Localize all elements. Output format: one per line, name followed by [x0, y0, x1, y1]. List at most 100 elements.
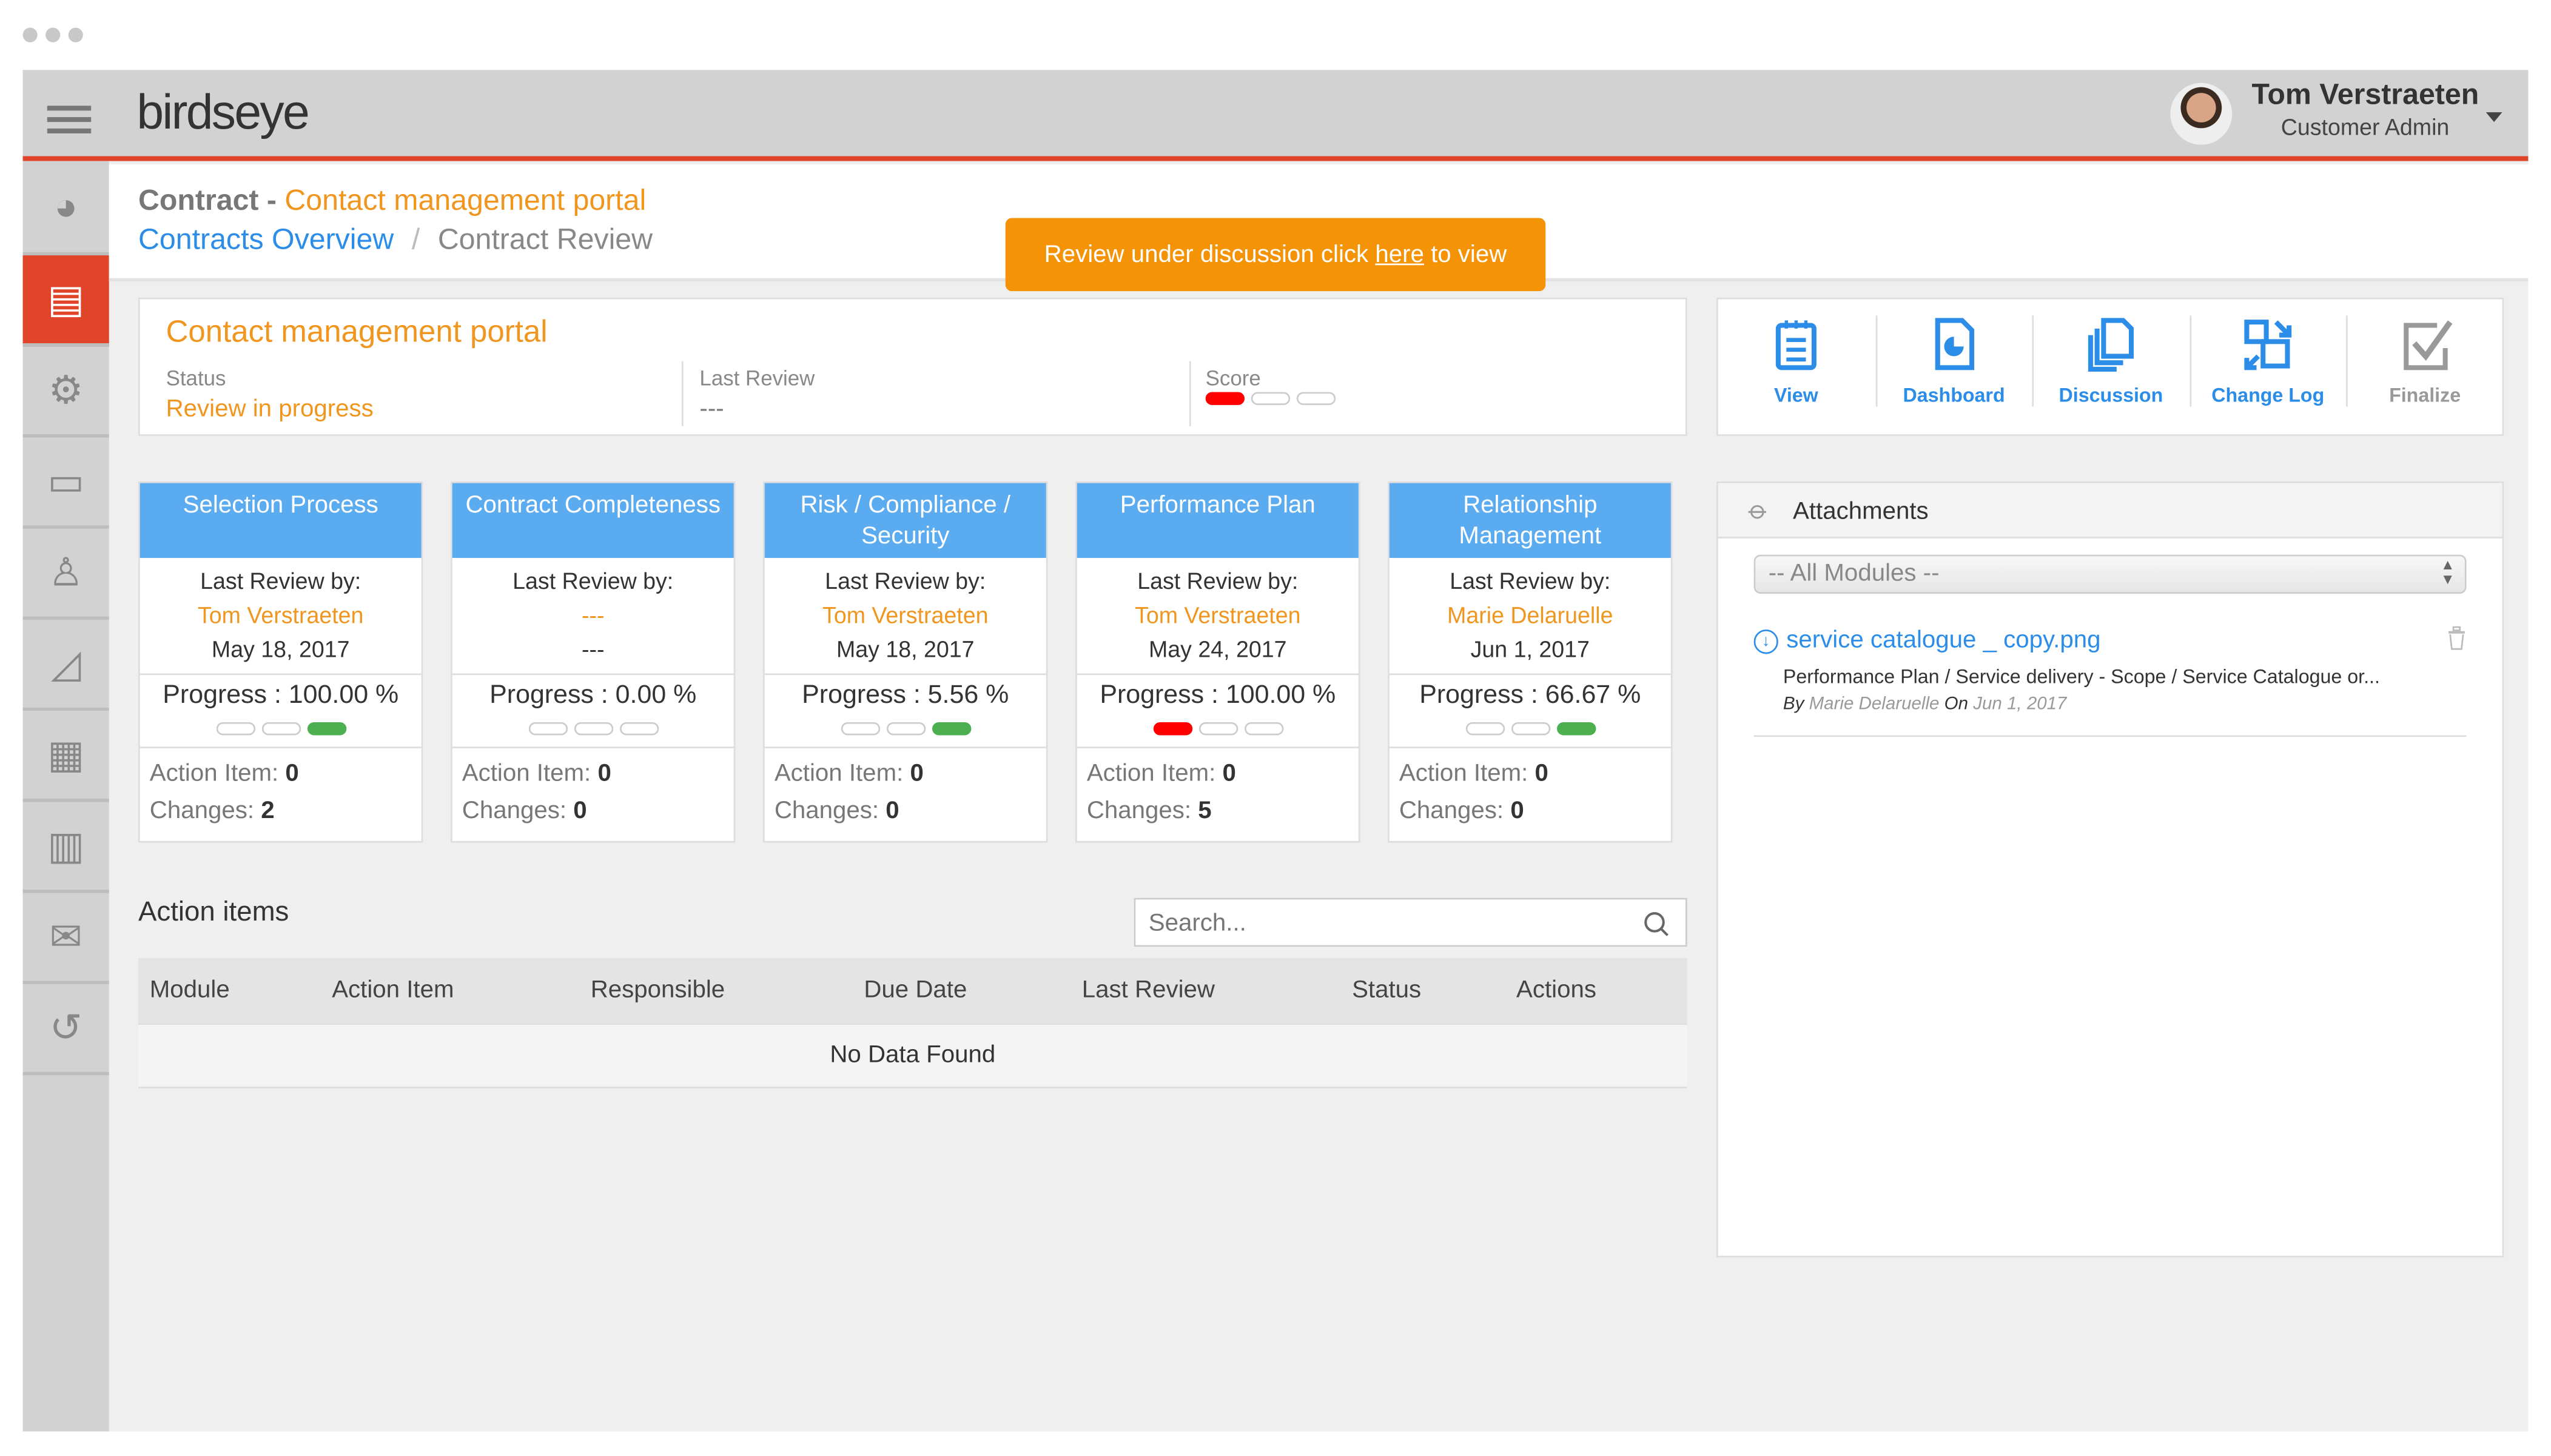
- attachments-panel: ⌀ Attachments -- All Modules -- ▲ ▼ ↓ serv…: [1716, 481, 2504, 1258]
- column-header-module[interactable]: Module: [149, 976, 230, 1004]
- history-icon: ↺: [49, 1006, 82, 1050]
- changes-count: Changes: 2: [149, 797, 275, 825]
- module-score-indicator: [1077, 722, 1359, 736]
- breadcrumb-contract-review: Contract Review: [437, 223, 653, 256]
- status-value: Review in progress: [166, 395, 374, 423]
- attachments-title: Attachments: [1793, 497, 1929, 526]
- toolbar-label: Discussion: [2059, 384, 2163, 407]
- module-score-indicator: [1390, 722, 1671, 736]
- pie-document-icon: [1935, 318, 1975, 371]
- module-filter-select[interactable]: -- All Modules -- ▲ ▼: [1753, 554, 2467, 594]
- search-input[interactable]: [1135, 899, 1624, 945]
- action-item-count: Action Item: 0: [1399, 759, 1548, 788]
- toolbar-dashboard-button[interactable]: Dashboard: [1875, 315, 2031, 407]
- sidebar-item-window[interactable]: ▭: [22, 438, 109, 529]
- score-pill: [619, 722, 659, 736]
- user-name[interactable]: Tom Verstraeten: [2251, 78, 2479, 111]
- reviewer-name: Tom Verstraeten: [197, 602, 364, 628]
- empty-table-message: No Data Found: [138, 1023, 1687, 1089]
- bar-chart-icon: ▥: [47, 824, 85, 868]
- score-pill: [1510, 722, 1550, 736]
- changes-count: Changes: 5: [1086, 797, 1212, 825]
- attachment-link[interactable]: service catalogue _ copy.png: [1786, 626, 2101, 654]
- banner-here-link[interactable]: here: [1375, 240, 1424, 269]
- window-icon: ▭: [47, 459, 85, 504]
- score-pill: [1251, 392, 1291, 405]
- toolbar-discussion-button[interactable]: Discussion: [2032, 315, 2188, 407]
- score-pill: [1198, 722, 1237, 736]
- changes-count: Changes: 0: [462, 797, 587, 825]
- module-score-indicator: [765, 722, 1046, 736]
- last-review-by-label: Last Review by:: [825, 568, 986, 594]
- score-pill: [1152, 722, 1192, 736]
- column-header-status[interactable]: Status: [1352, 976, 1422, 1004]
- module-progress: Progress : 0.00 %: [489, 681, 697, 710]
- sidebar-item-settings[interactable]: ⚙: [22, 346, 109, 438]
- score-pill: [886, 722, 925, 736]
- hamburger-menu-icon[interactable]: [47, 106, 92, 133]
- module-title[interactable]: Selection Process: [139, 483, 422, 559]
- module-progress: Progress : 100.00 %: [1100, 681, 1336, 710]
- last-review-by-label: Last Review by:: [200, 568, 361, 594]
- chevron-down-icon[interactable]: [2485, 112, 2502, 130]
- brand-logo[interactable]: birdseye: [136, 86, 309, 140]
- last-review-by-label: Last Review by:: [513, 568, 674, 594]
- action-item-count: Action Item: 0: [1086, 759, 1236, 788]
- select-arrows-icon: ▲ ▼: [2440, 556, 2455, 588]
- sidebar-item-history[interactable]: ↺: [22, 984, 109, 1076]
- module-card[interactable]: Risk / Compliance / Security Last Review …: [763, 481, 1048, 843]
- score-pill: [528, 722, 567, 736]
- module-card[interactable]: Contract Completeness Last Review by: --- -…: [451, 481, 736, 843]
- action-items-table-header: Module Action Item Responsible Due Date Last…: [138, 958, 1687, 1024]
- module-title[interactable]: Performance Plan: [1077, 483, 1359, 559]
- last-review-value: ---: [699, 395, 724, 423]
- column-header-action-item[interactable]: Action Item: [332, 976, 454, 1004]
- sidebar-item-clipboard[interactable]: ▤: [22, 255, 109, 347]
- module-card[interactable]: Performance Plan Last Review by: Tom Verst…: [1075, 481, 1360, 843]
- trash-icon[interactable]: [2447, 626, 2466, 651]
- sidebar-item-calendar[interactable]: ▦: [22, 711, 109, 802]
- search-box: [1134, 897, 1687, 947]
- discussion-banner: Review under discussion click here to vi…: [1005, 218, 1546, 292]
- review-date: Jun 1, 2017: [1470, 636, 1590, 662]
- contract-info-card: Contact management portal Status Review …: [138, 297, 1687, 436]
- checkbox-icon: [2402, 320, 2452, 371]
- column-header-responsible[interactable]: Responsible: [590, 976, 725, 1004]
- breadcrumb-contracts-overview[interactable]: Contracts Overview: [138, 223, 394, 256]
- toolbar-finalize-button[interactable]: Finalize: [2346, 315, 2502, 407]
- module-card[interactable]: Relationship Management Last Review by: Ma…: [1388, 481, 1673, 843]
- module-progress: Progress : 5.56 %: [802, 681, 1009, 710]
- module-title[interactable]: Relationship Management: [1389, 483, 1671, 559]
- documents-icon: [2087, 318, 2133, 372]
- last-review-by-label: Last Review by:: [1137, 568, 1299, 594]
- review-date: May 18, 2017: [836, 636, 975, 662]
- score-pill: [931, 722, 971, 736]
- changes-count: Changes: 0: [774, 797, 899, 825]
- action-item-count: Action Item: 0: [149, 759, 299, 788]
- sidebar-item-user[interactable]: ♙: [22, 529, 109, 620]
- column-header-actions[interactable]: Actions: [1516, 976, 1596, 1004]
- score-pill: [1243, 722, 1283, 736]
- score-pill: [306, 722, 346, 736]
- paperclip-icon: ⌀: [1742, 495, 1773, 527]
- sidebar-item-bar-chart[interactable]: ▥: [22, 802, 109, 893]
- breadcrumb: Contracts Overview / Contract Review: [138, 223, 653, 256]
- user-icon: ♙: [48, 550, 84, 595]
- action-item-count: Action Item: 0: [774, 759, 924, 788]
- action-items-title: Action items: [138, 896, 289, 927]
- module-title[interactable]: Risk / Compliance / Security: [764, 483, 1046, 559]
- column-header-last-review[interactable]: Last Review: [1081, 976, 1215, 1004]
- window-dot: [45, 27, 61, 42]
- toolbar-change-log-button[interactable]: Change Log: [2189, 315, 2345, 407]
- sidebar-item-dashboard-gauge[interactable]: ◕: [22, 164, 109, 256]
- toolbar-view-button[interactable]: View: [1718, 315, 1875, 407]
- sidebar-item-mail[interactable]: ✉: [22, 893, 109, 984]
- download-icon[interactable]: ↓: [1753, 629, 1778, 654]
- search-icon[interactable]: [1643, 911, 1669, 937]
- column-header-due-date[interactable]: Due Date: [864, 976, 967, 1004]
- module-card[interactable]: Selection Process Last Review by: Tom Vers…: [138, 481, 423, 843]
- avatar[interactable]: [2170, 82, 2233, 145]
- sidebar-item-area-chart[interactable]: ◿: [22, 620, 109, 711]
- module-title[interactable]: Contract Completeness: [452, 483, 734, 559]
- score-pill: [1465, 722, 1504, 736]
